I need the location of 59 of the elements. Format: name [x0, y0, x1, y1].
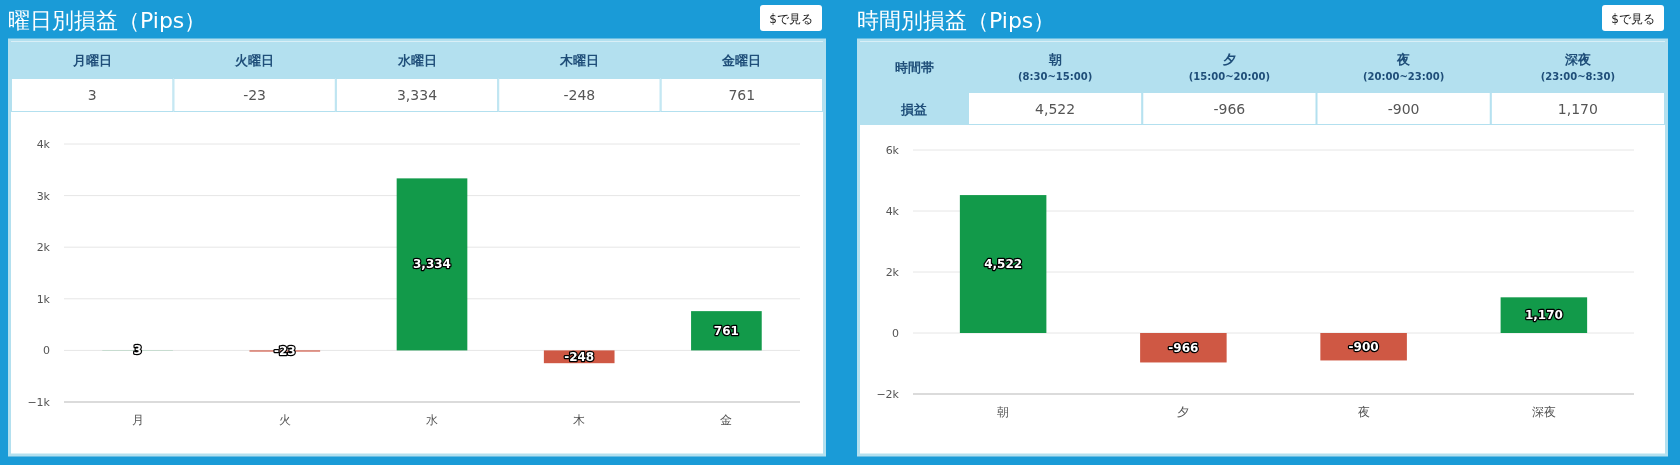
x-tick-label: 夜: [1357, 405, 1370, 419]
x-tick-label: 火: [278, 413, 291, 427]
text: 水曜日: [396, 53, 437, 68]
x-tick-label: 木: [573, 413, 586, 427]
y-tick-label: 4k: [885, 205, 900, 218]
data-label: 3: [87, 87, 97, 103]
x-tick-label: 月: [131, 413, 144, 427]
text: 火曜日: [234, 53, 275, 68]
y-tick-label: 3k: [36, 189, 51, 203]
data-label: -23: [243, 87, 267, 103]
text: 深夜: [1563, 52, 1592, 67]
text: 月曜日: [71, 53, 112, 68]
text: 損益: [900, 101, 927, 117]
text: 時間帯: [894, 60, 934, 75]
y-tick-label: 2k: [36, 241, 51, 255]
text: 761: [713, 323, 739, 338]
text: (8:30~15:00): [1018, 71, 1093, 82]
y-tick-label: −2k: [876, 388, 900, 401]
text: (23:00~8:30): [1540, 71, 1615, 82]
text: -900: [1348, 339, 1379, 354]
data-label: 4,522: [1035, 100, 1076, 117]
text: -248: [564, 349, 595, 364]
text: 4,522: [984, 257, 1023, 272]
data-label: -966: [1213, 100, 1246, 117]
x-tick-label: 朝: [997, 405, 1010, 419]
text: 夜: [1396, 52, 1412, 67]
data-label: 3,334: [396, 87, 438, 103]
x-tick-label: 金: [720, 413, 733, 427]
y-tick-label: 1k: [36, 292, 51, 306]
text: $で見る: [1611, 12, 1655, 26]
text: 3,334: [413, 257, 451, 272]
x-tick-label: 水: [426, 413, 438, 427]
bar: [396, 178, 468, 351]
text: 金曜日: [721, 53, 762, 68]
chart-title: 曜日別損益（Pips）: [8, 8, 207, 33]
y-tick-label: 2k: [885, 266, 900, 279]
text: (20:00~23:00): [1363, 71, 1445, 82]
text: 3: [133, 343, 142, 358]
text: (15:00~20:00): [1188, 71, 1270, 82]
x-tick-label: 深夜: [1531, 405, 1556, 419]
data-label: -248: [563, 87, 596, 103]
y-tick-label: 0: [43, 344, 50, 358]
chart-title: 時間別損益（Pips）: [857, 8, 1056, 33]
x-tick-label: 夕: [1177, 405, 1190, 419]
data-label: 1,170: [1557, 100, 1598, 117]
y-tick-label: 4k: [36, 138, 51, 151]
text: -966: [1168, 340, 1199, 355]
text: $で見る: [769, 12, 813, 26]
text: 朝: [1047, 52, 1062, 67]
y-tick-label: 6k: [885, 144, 900, 157]
bar: [959, 195, 1047, 333]
text: 木曜日: [558, 53, 599, 68]
data-label: -900: [1387, 100, 1420, 117]
y-tick-label: 0: [892, 327, 899, 340]
data-label: 761: [728, 87, 756, 103]
text: -23: [273, 343, 296, 358]
y-tick-label: −1k: [27, 396, 51, 409]
text: 夕: [1221, 52, 1236, 67]
text: 1,170: [1524, 308, 1563, 323]
